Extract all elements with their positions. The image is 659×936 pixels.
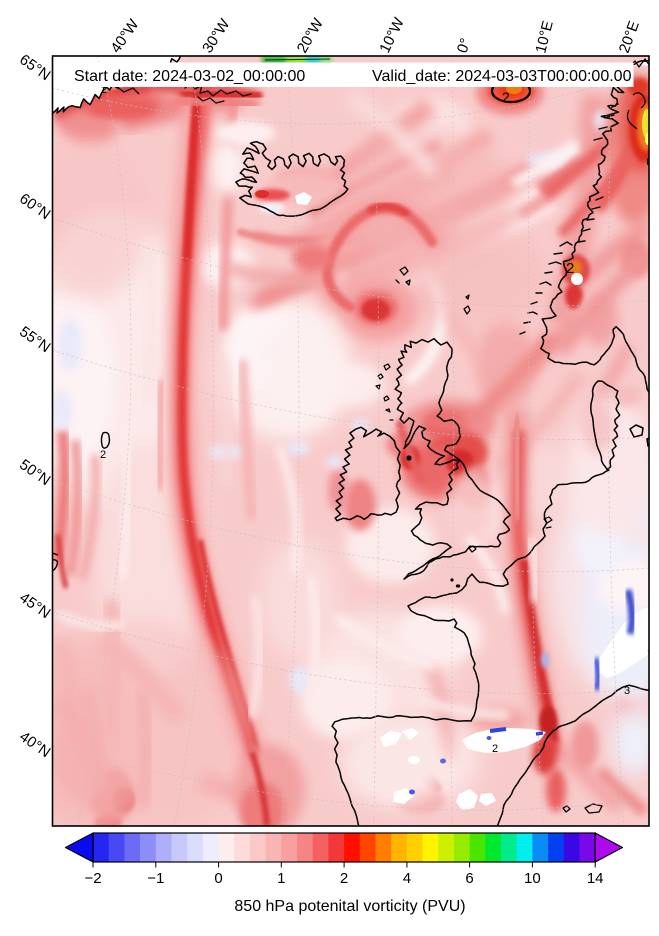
svg-text:0: 0 bbox=[214, 870, 222, 887]
svg-text:1: 1 bbox=[277, 870, 285, 887]
svg-text:Valid_date: 2024-03-03T00:00:0: Valid_date: 2024-03-03T00:00:00.00 bbox=[372, 68, 632, 85]
svg-text:50°N: 50°N bbox=[16, 456, 53, 489]
svg-text:40°N: 40°N bbox=[16, 728, 53, 761]
svg-text:30°W: 30°W bbox=[199, 15, 234, 56]
svg-text:10°E: 10°E bbox=[532, 19, 556, 55]
svg-text:55°N: 55°N bbox=[16, 323, 53, 356]
svg-text:45°N: 45°N bbox=[16, 589, 53, 622]
svg-text:3: 3 bbox=[624, 685, 630, 697]
svg-text:14: 14 bbox=[587, 870, 604, 887]
svg-text:2: 2 bbox=[492, 743, 498, 755]
svg-text:Start date: 2024-03-02_00:00:0: Start date: 2024-03-02_00:00:00 bbox=[74, 68, 305, 85]
svg-text:10: 10 bbox=[524, 870, 541, 887]
svg-text:40°W: 40°W bbox=[107, 16, 143, 57]
svg-text:2: 2 bbox=[566, 260, 574, 277]
svg-text:10°W: 10°W bbox=[376, 14, 408, 55]
svg-text:20°W: 20°W bbox=[294, 15, 328, 56]
svg-text:4: 4 bbox=[403, 870, 411, 887]
svg-text:2: 2 bbox=[502, 89, 510, 105]
svg-text:−1: −1 bbox=[147, 870, 164, 887]
svg-text:2: 2 bbox=[101, 84, 107, 96]
svg-text:2: 2 bbox=[340, 870, 348, 887]
svg-text:6: 6 bbox=[465, 870, 473, 887]
svg-text:−2: −2 bbox=[84, 870, 101, 887]
svg-text:850 hPa potenital vorticity (P: 850 hPa potenital vorticity (PVU) bbox=[234, 898, 465, 915]
svg-text:2: 2 bbox=[100, 449, 106, 461]
svg-text:60°N: 60°N bbox=[16, 190, 53, 223]
svg-text:65°N: 65°N bbox=[16, 51, 53, 84]
svg-text:0°: 0° bbox=[454, 36, 475, 55]
svg-text:20°E: 20°E bbox=[616, 19, 643, 56]
